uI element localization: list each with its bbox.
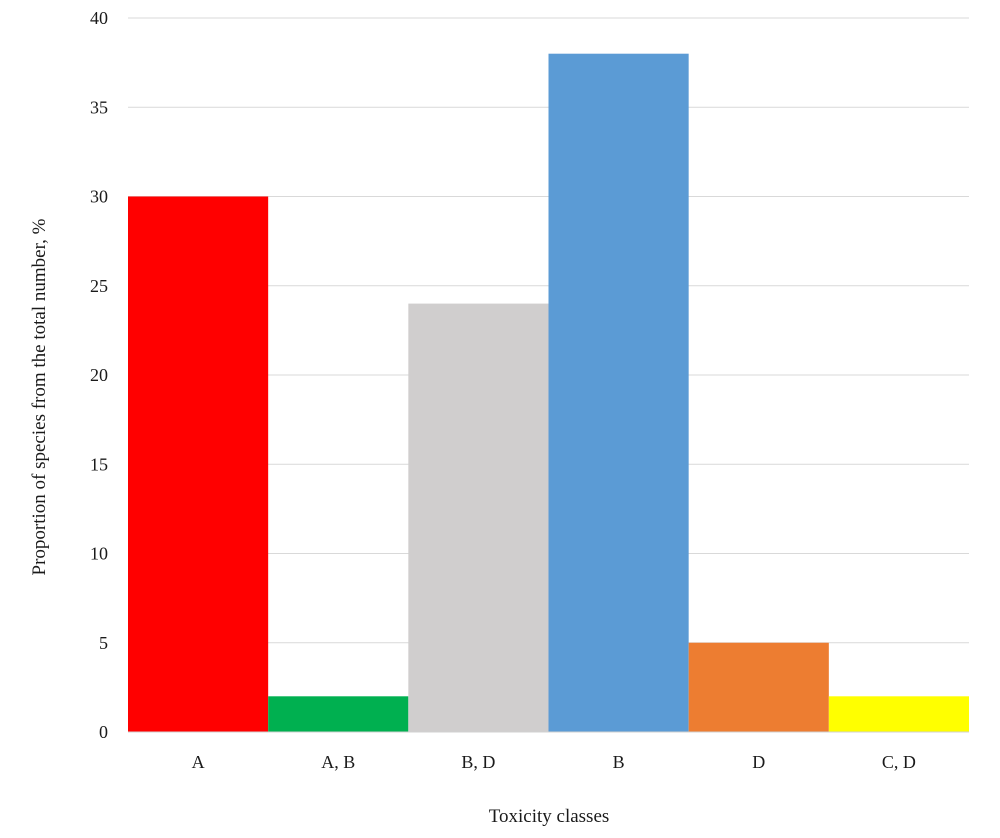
x-tick-label: A bbox=[192, 752, 205, 772]
y-tick-label: 10 bbox=[90, 544, 108, 564]
y-tick-label: 20 bbox=[90, 365, 108, 385]
x-axis-title: Toxicity classes bbox=[489, 806, 610, 827]
bar bbox=[828, 696, 969, 732]
bar bbox=[408, 303, 549, 732]
x-tick-label: A, B bbox=[321, 752, 355, 772]
x-tick-label: C, D bbox=[882, 752, 916, 772]
bar bbox=[688, 642, 829, 732]
x-tick-label: D bbox=[752, 752, 765, 772]
bars bbox=[128, 53, 969, 732]
y-tick-label: 30 bbox=[90, 187, 108, 207]
x-axis-tick-labels: A A, B B, D B D C, D bbox=[192, 752, 916, 772]
y-tick-label: 25 bbox=[90, 276, 108, 296]
y-tick-label: 40 bbox=[90, 8, 108, 28]
y-tick-label: 15 bbox=[90, 454, 108, 474]
y-axis-tick-labels: 0 5 10 15 20 25 30 35 40 bbox=[90, 8, 108, 742]
y-axis-title: Proportion of species from the total num… bbox=[29, 218, 50, 575]
bar bbox=[548, 53, 689, 732]
y-tick-label: 5 bbox=[99, 633, 108, 653]
x-tick-label: B bbox=[613, 752, 625, 772]
bar bbox=[128, 196, 269, 732]
y-tick-label: 35 bbox=[90, 97, 108, 117]
bar bbox=[268, 696, 409, 732]
x-tick-label: B, D bbox=[461, 752, 495, 772]
y-tick-label: 0 bbox=[99, 722, 108, 742]
